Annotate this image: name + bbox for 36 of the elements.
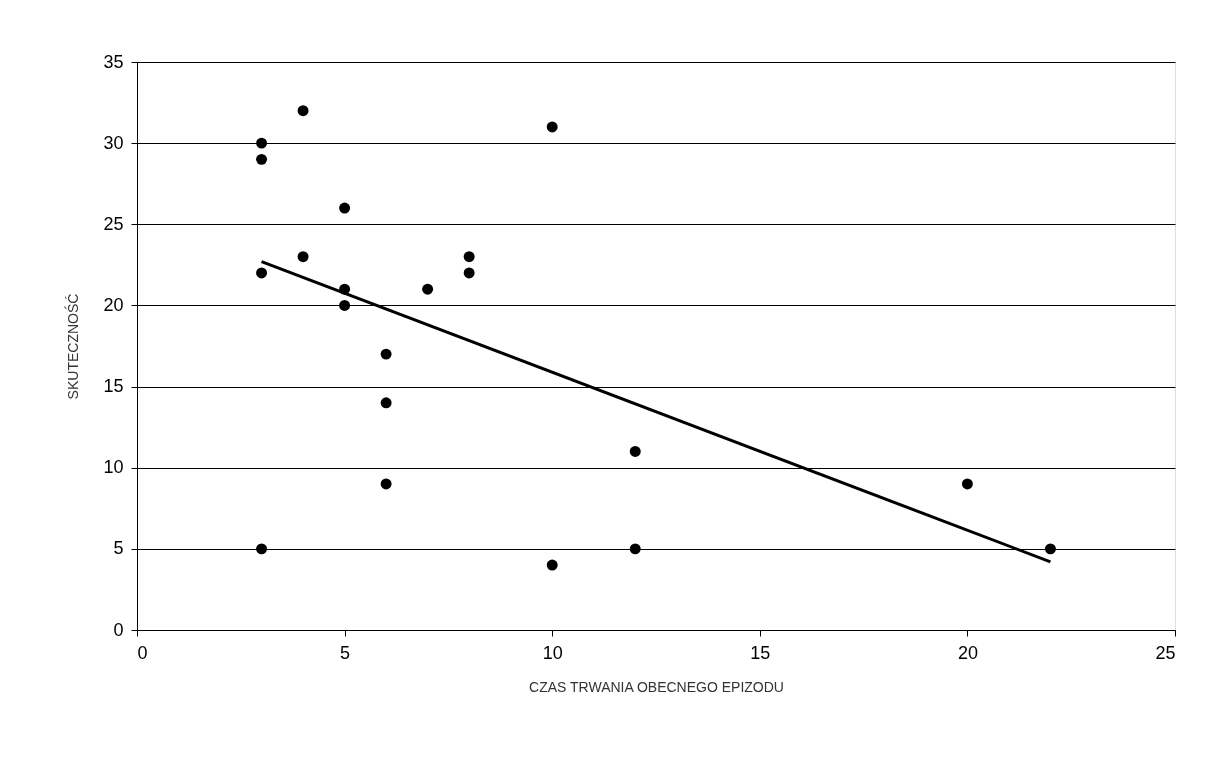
point <box>1044 543 1056 555</box>
point <box>629 543 641 555</box>
x-tick-label: 10 <box>542 642 563 663</box>
point <box>256 153 268 165</box>
point <box>422 283 434 295</box>
point <box>629 446 641 457</box>
y-axis-title: SKUTECZNOŚĆ <box>64 293 82 400</box>
point <box>339 299 351 311</box>
y-tick-label: 25 <box>103 213 124 234</box>
y-tick-label: 10 <box>103 457 124 478</box>
point <box>297 105 309 117</box>
y-tick-label: 5 <box>113 538 124 559</box>
point <box>380 348 392 360</box>
x-tick-label: 0 <box>137 642 148 663</box>
point <box>380 397 392 409</box>
x-tick-label: 20 <box>957 642 978 663</box>
x-axis-title: CZAS TRWANIA OBECNEGO EPIZODU <box>529 678 784 695</box>
point <box>256 543 268 555</box>
point <box>463 251 475 263</box>
y-tick-label: 0 <box>113 619 124 640</box>
point <box>380 478 392 490</box>
point <box>297 251 309 263</box>
point <box>546 559 558 571</box>
y-tick-label: 35 <box>103 51 124 72</box>
x-tick-label: 15 <box>750 642 771 663</box>
point <box>463 267 475 279</box>
point <box>339 202 351 214</box>
y-tick-label: 20 <box>103 294 124 315</box>
point <box>256 267 268 279</box>
x-tick-label: 5 <box>340 642 351 663</box>
point <box>256 137 268 149</box>
y-tick-label: 15 <box>103 376 124 397</box>
point <box>546 121 558 133</box>
y-tick-label: 30 <box>103 132 124 153</box>
point <box>961 478 973 490</box>
x-tick-label: 25 <box>1155 642 1176 663</box>
